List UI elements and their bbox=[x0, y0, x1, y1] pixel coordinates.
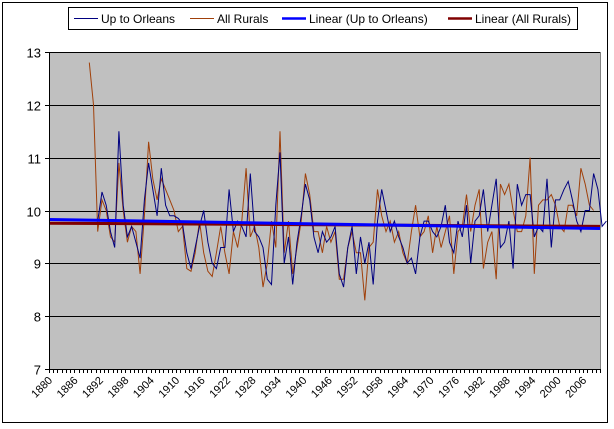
legend: Up to Orleans All Rurals Linear (Up to O… bbox=[68, 7, 578, 30]
y-tick-label: 10 bbox=[27, 205, 41, 220]
legend-box bbox=[68, 7, 578, 30]
legend-label-linear-up-to-orleans: Linear (Up to Orleans) bbox=[309, 12, 428, 26]
trendline-up-to-orleans bbox=[48, 218, 601, 230]
y-tick-label: 12 bbox=[27, 99, 41, 114]
y-axis-ticks: 7 8 9 10 11 12 13 bbox=[27, 46, 49, 378]
y-tick-label: 7 bbox=[34, 363, 41, 378]
legend-label-linear-all-rurals: Linear (All Rurals) bbox=[475, 12, 571, 26]
y-tick-label: 13 bbox=[27, 46, 41, 61]
y-tick-label: 9 bbox=[34, 257, 41, 272]
series-layer bbox=[48, 62, 607, 301]
y-tick-label: 11 bbox=[28, 152, 42, 167]
legend-label-up-to-orleans: Up to Orleans bbox=[101, 12, 175, 26]
y-tick-label: 8 bbox=[34, 310, 41, 325]
legend-label-all-rurals: All Rurals bbox=[217, 12, 268, 26]
